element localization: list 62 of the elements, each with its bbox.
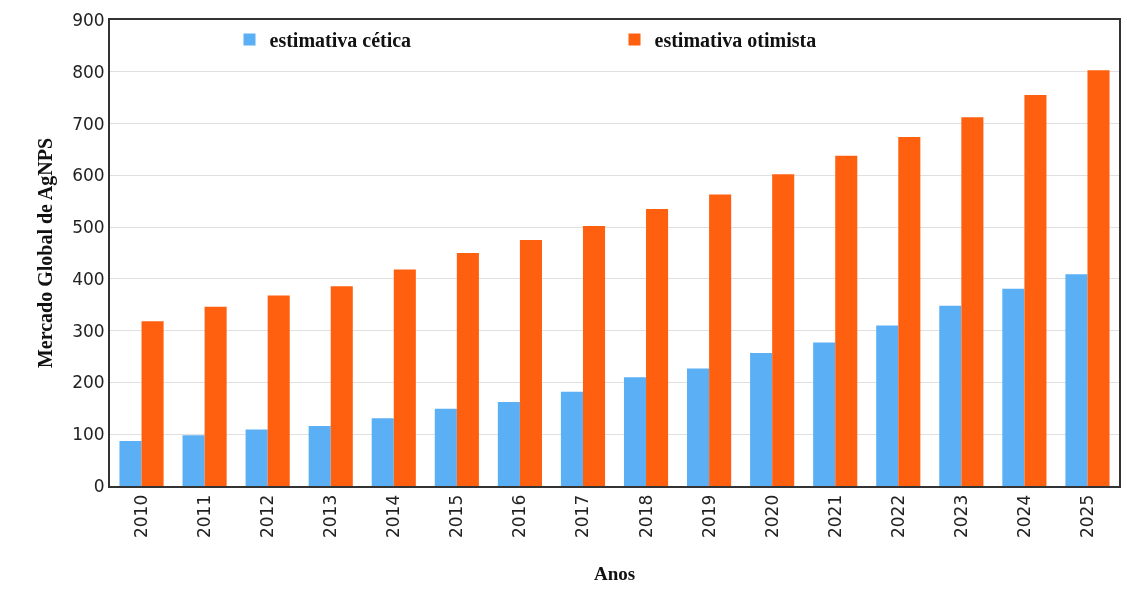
x-tick-label: 2015 [446,494,467,539]
bar [330,286,353,486]
y-tick-label: 100 [72,424,105,445]
x-tick-label: 2012 [257,494,278,539]
x-tick-label: 2022 [887,494,908,539]
y-tick-label: 600 [72,165,105,186]
bar [835,155,858,486]
bar [519,240,542,486]
bar [623,377,647,486]
y-tick-label: 0 [93,475,105,496]
y-tick-label: 500 [72,217,105,238]
x-tick-label: 2014 [383,494,404,539]
bar [1087,70,1110,486]
bar [371,418,394,486]
bar [939,305,962,486]
bar [267,295,290,486]
bar [182,435,205,486]
legend-label: estimativa cética [269,29,412,52]
bar [709,194,732,486]
bar [119,440,142,486]
x-tick-label: 2020 [761,494,782,539]
bar [434,408,457,486]
bar [876,325,899,486]
bar [456,253,479,486]
bar [560,391,583,486]
y-tick-label: 800 [72,61,105,82]
x-tick-label: 2019 [698,494,719,539]
x-tick-label: 2021 [824,494,845,539]
bar [308,425,331,486]
legend-label: estimativa otimista [654,29,817,52]
y-tick-label: 400 [72,268,105,289]
y-axis-title: Mercado Global de AgNPS [34,137,58,369]
y-tick-label: 900 [72,9,105,30]
bar [497,402,520,486]
bar [687,368,710,486]
bar [1002,288,1025,486]
x-tick-label: 2013 [320,494,341,539]
bar [393,269,416,486]
x-axis-title: Anos [593,563,636,585]
bar [813,342,836,486]
bar [1065,274,1088,486]
bar [582,226,606,486]
bar [1024,95,1047,486]
x-tick-label: 2017 [572,494,593,539]
bar [141,321,164,486]
x-tick-label: 2018 [635,494,656,539]
x-tick-label: 2024 [1013,494,1034,539]
bar [750,352,773,486]
bar [961,117,984,486]
y-tick-label: 300 [72,320,105,341]
x-tick-label: 2016 [509,494,530,539]
x-tick-label: 2025 [1076,494,1097,539]
bar [204,306,227,486]
x-tick-label: 2023 [950,494,971,539]
bar [772,174,795,486]
y-tick-label: 200 [72,372,105,393]
y-tick-label: 700 [72,113,105,134]
x-tick-label: 2011 [194,494,215,539]
bar [646,208,669,486]
x-tick-label: 2010 [131,494,152,539]
bar [898,137,921,486]
bar [245,429,268,486]
